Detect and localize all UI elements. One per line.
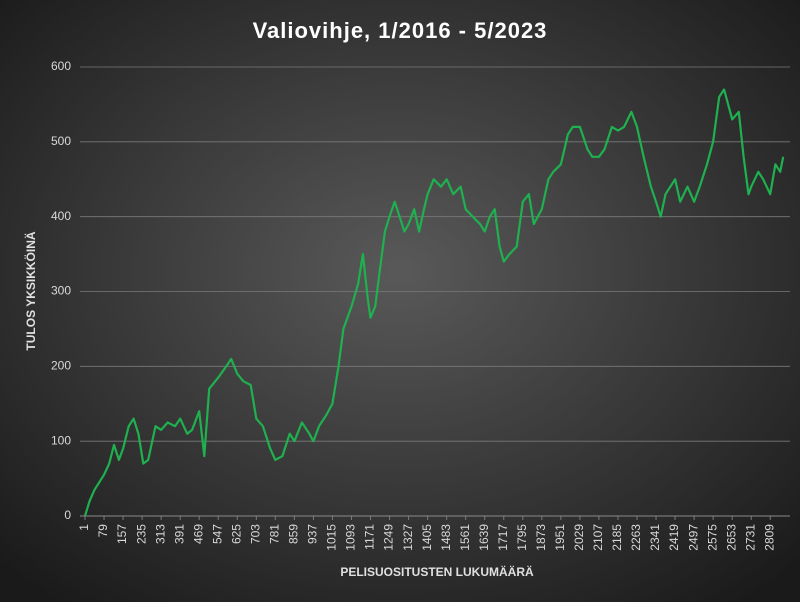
x-tick-label: 1249 xyxy=(382,524,396,551)
y-tick-label: 300 xyxy=(51,284,71,298)
y-tick-label: 0 xyxy=(64,508,71,522)
x-tick-label: 1951 xyxy=(553,524,567,551)
x-tick-label: 859 xyxy=(287,524,301,544)
x-tick-label: 2263 xyxy=(629,524,643,551)
y-tick-label: 100 xyxy=(51,433,71,447)
x-tick-label: 2809 xyxy=(762,524,776,551)
chart-title: Valiovihje, 1/2016 - 5/2023 xyxy=(253,18,548,43)
x-tick-label: 157 xyxy=(115,524,129,544)
x-tick-label: 235 xyxy=(134,524,148,544)
x-tick-label: 2575 xyxy=(705,524,719,551)
x-tick-label: 1 xyxy=(77,524,91,531)
x-tick-label: 1015 xyxy=(325,524,339,551)
line-series xyxy=(83,88,785,517)
x-tick-label: 1795 xyxy=(515,524,529,551)
x-tick-label: 1171 xyxy=(363,524,377,550)
x-tick-label: 1405 xyxy=(420,524,434,551)
y-tick-label: 600 xyxy=(51,59,71,73)
x-tick-label: 625 xyxy=(229,524,243,544)
x-tick-label: 2029 xyxy=(572,524,586,551)
x-tick-label: 937 xyxy=(306,524,320,544)
x-tick-label: 781 xyxy=(268,524,282,544)
y-tick-label: 500 xyxy=(51,134,71,148)
x-tick-label: 2497 xyxy=(686,524,700,551)
x-tick-label: 2185 xyxy=(610,524,624,551)
x-tick-label: 1327 xyxy=(401,524,415,551)
x-tick-label: 391 xyxy=(172,524,186,544)
x-tick-label: 1717 xyxy=(496,524,510,551)
x-tick-label: 2419 xyxy=(667,524,681,551)
y-axis-label: TULOS YKSIKKÖINÄ xyxy=(23,231,38,350)
x-tick-label: 1561 xyxy=(458,524,472,551)
x-tick-label: 1093 xyxy=(344,524,358,551)
x-tick-label: 313 xyxy=(153,524,167,544)
x-tick-label: 2731 xyxy=(743,524,757,551)
y-tick-label: 200 xyxy=(51,359,71,373)
x-tick-label: 1873 xyxy=(534,524,548,551)
x-axis-label: PELISUOSITUSTEN LUKUMÄÄRÄ xyxy=(340,564,534,579)
y-tick-label: 400 xyxy=(51,209,71,223)
x-tick-label: 1639 xyxy=(477,524,491,551)
x-tick-label: 547 xyxy=(210,524,224,544)
x-tick-label: 703 xyxy=(248,524,262,544)
x-tick-label: 2341 xyxy=(648,524,662,551)
x-tick-label: 469 xyxy=(191,524,205,544)
x-tick-label: 79 xyxy=(96,524,110,538)
x-tick-label: 2653 xyxy=(724,524,738,551)
x-tick-label: 1483 xyxy=(439,524,453,551)
x-tick-label: 2107 xyxy=(591,524,605,551)
